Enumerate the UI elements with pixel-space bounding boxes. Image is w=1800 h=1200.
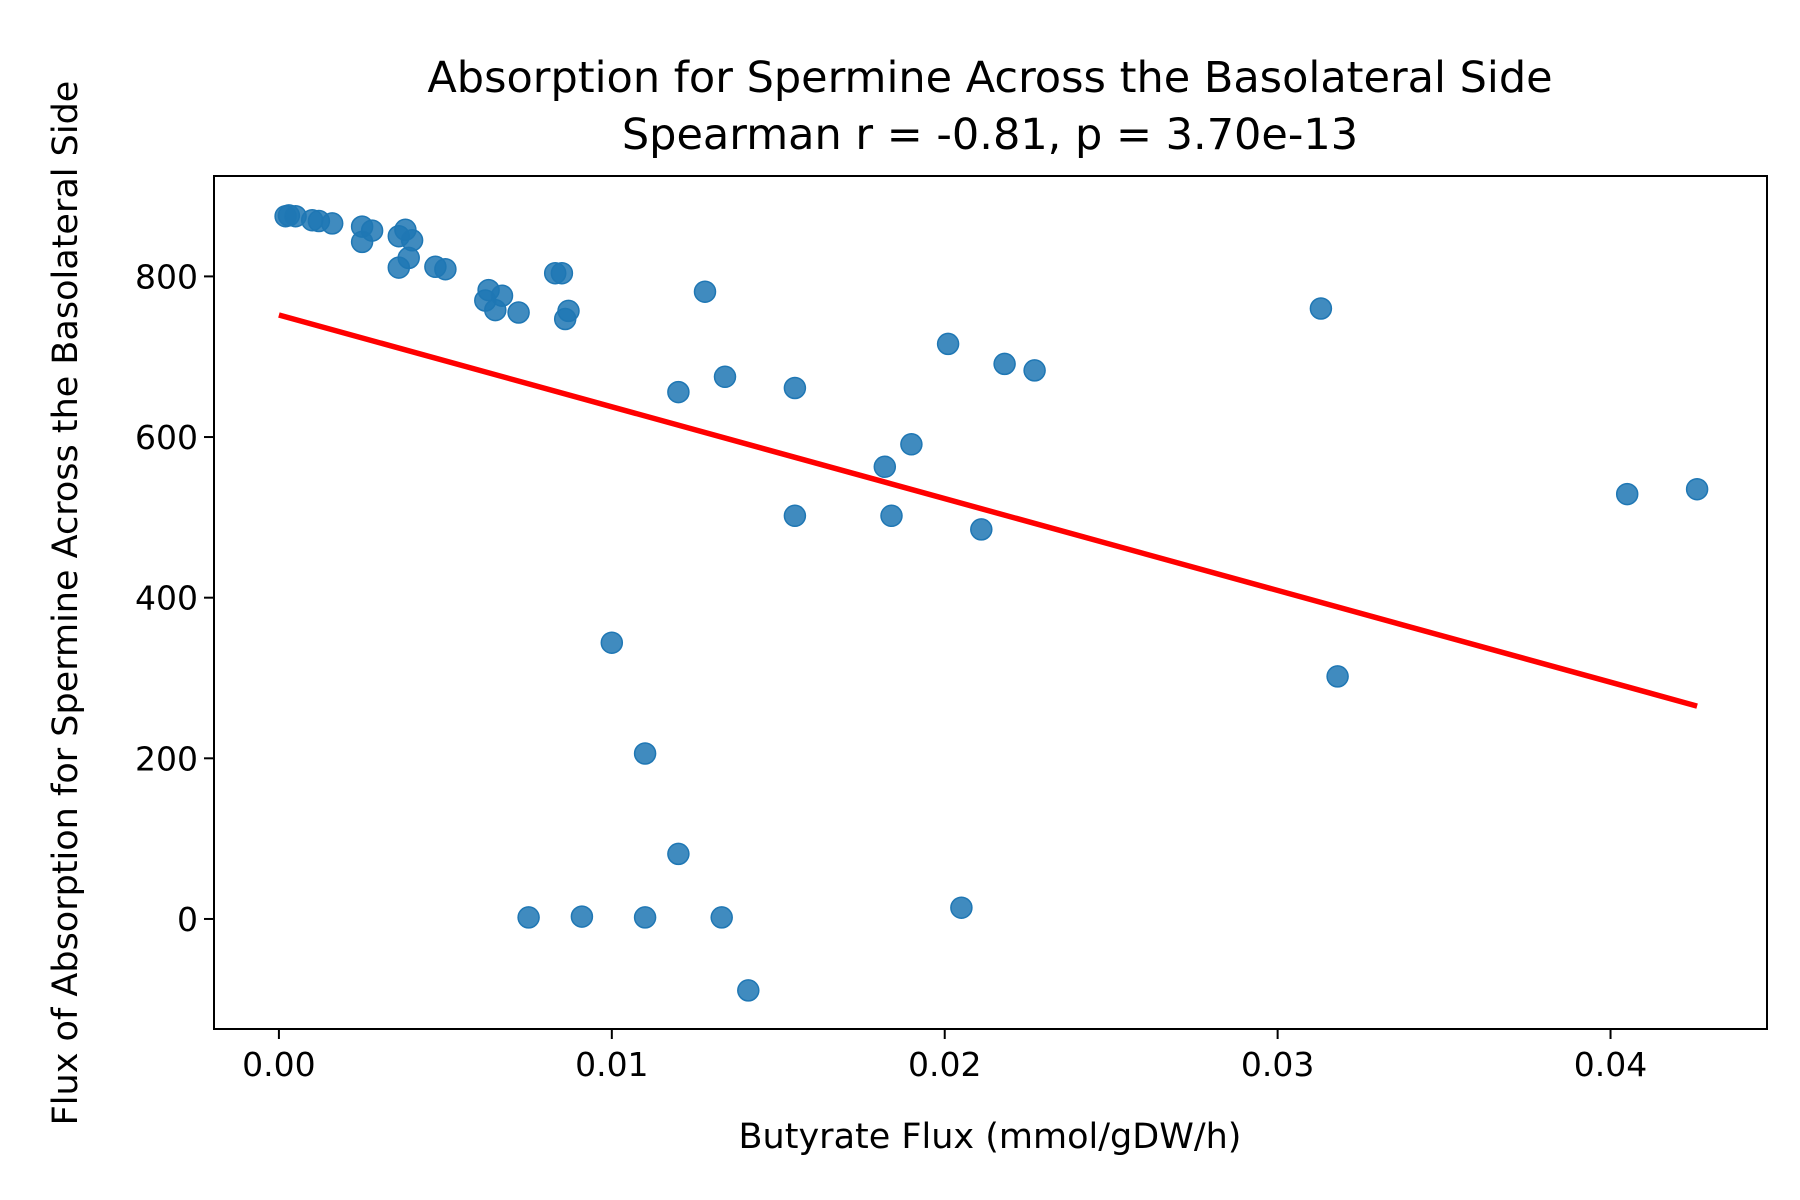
data-point bbox=[667, 380, 690, 404]
data-point bbox=[783, 504, 807, 528]
data-point bbox=[970, 518, 993, 541]
data-point bbox=[693, 280, 717, 303]
y-axis-ticks: 0 200 400 600 800 bbox=[135, 257, 214, 939]
data-point bbox=[936, 332, 960, 356]
y-tick-label: 800 bbox=[135, 257, 198, 296]
y-tick-label: 600 bbox=[135, 418, 198, 457]
x-axis-label: Butyrate Flux (mmol/gDW/h) bbox=[739, 1117, 1242, 1157]
data-point bbox=[387, 256, 411, 279]
data-point bbox=[950, 896, 973, 919]
data-point bbox=[633, 742, 657, 765]
y-axis-label: Flux of Absorption for Spermine Across t… bbox=[46, 81, 86, 1126]
data-point bbox=[993, 352, 1016, 376]
y-tick-label: 0 bbox=[177, 900, 198, 939]
data-point bbox=[633, 906, 657, 929]
data-point bbox=[667, 842, 690, 866]
data-point bbox=[737, 979, 760, 1002]
x-tick-label: 0.00 bbox=[242, 1045, 315, 1084]
points-layer bbox=[274, 204, 1709, 1002]
data-point bbox=[783, 376, 807, 400]
fit-line-layer bbox=[278, 312, 1698, 709]
data-point bbox=[880, 504, 903, 528]
fit-line bbox=[278, 312, 1698, 709]
x-axis-ticks: 0.00 0.01 0.02 0.03 0.04 bbox=[242, 1029, 1647, 1084]
data-point bbox=[710, 906, 733, 929]
data-point bbox=[434, 257, 457, 281]
chart-subtitle: Spearman r = -0.81, p = 3.70e-13 bbox=[622, 110, 1358, 160]
data-point bbox=[320, 212, 344, 235]
data-point bbox=[1685, 477, 1709, 501]
data-point bbox=[507, 301, 530, 324]
data-point bbox=[553, 307, 577, 331]
chart-title: Absorption for Spermine Across the Basol… bbox=[427, 53, 1552, 103]
x-tick-label: 0.03 bbox=[1241, 1045, 1314, 1084]
data-point bbox=[517, 906, 540, 929]
data-point bbox=[570, 905, 594, 928]
data-point bbox=[713, 365, 737, 389]
data-point bbox=[550, 261, 574, 285]
y-tick-label: 200 bbox=[135, 739, 198, 778]
data-point bbox=[350, 230, 374, 254]
plot-frame bbox=[213, 175, 1768, 1030]
y-tick-label: 400 bbox=[135, 579, 198, 618]
x-tick-label: 0.02 bbox=[908, 1045, 981, 1084]
data-point bbox=[1326, 665, 1349, 688]
data-point bbox=[1309, 297, 1333, 320]
data-point bbox=[873, 455, 897, 479]
data-point bbox=[1615, 482, 1639, 506]
x-tick-label: 0.01 bbox=[575, 1045, 648, 1084]
data-point bbox=[600, 631, 624, 654]
data-point bbox=[490, 284, 514, 307]
data-point bbox=[1023, 359, 1046, 382]
data-point bbox=[900, 433, 923, 456]
x-tick-label: 0.04 bbox=[1574, 1045, 1647, 1084]
